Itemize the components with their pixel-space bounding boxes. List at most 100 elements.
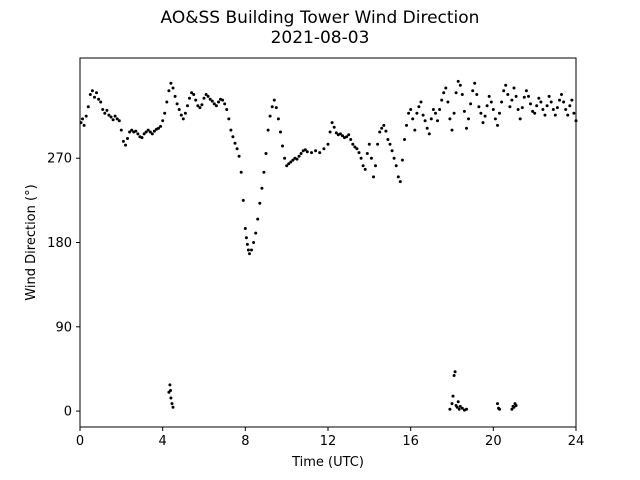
data-point bbox=[347, 133, 351, 137]
data-point bbox=[165, 100, 169, 104]
data-point bbox=[365, 152, 369, 155]
data-point bbox=[237, 154, 241, 158]
data-point bbox=[496, 402, 499, 406]
data-point bbox=[250, 248, 253, 252]
data-point bbox=[405, 123, 408, 127]
data-point bbox=[186, 104, 189, 108]
y-tick-label: 270 bbox=[47, 152, 72, 167]
data-point bbox=[330, 121, 334, 125]
data-point bbox=[299, 152, 303, 155]
data-point bbox=[396, 175, 400, 179]
x-tick-label: 12 bbox=[320, 434, 337, 449]
data-point bbox=[562, 100, 566, 104]
data-point bbox=[281, 144, 284, 148]
data-point bbox=[376, 142, 380, 146]
data-point bbox=[314, 149, 318, 153]
data-point bbox=[458, 83, 462, 87]
data-point bbox=[188, 96, 191, 100]
data-point bbox=[111, 118, 115, 122]
data-point bbox=[305, 150, 309, 154]
data-point bbox=[88, 93, 92, 96]
data-point bbox=[194, 98, 198, 102]
data-point bbox=[322, 147, 326, 151]
data-point bbox=[95, 91, 98, 95]
data-point bbox=[101, 108, 105, 111]
data-point bbox=[411, 117, 415, 121]
data-point bbox=[90, 89, 94, 93]
data-point bbox=[285, 164, 289, 168]
data-point bbox=[522, 95, 526, 99]
data-point bbox=[170, 402, 174, 406]
data-point bbox=[105, 108, 109, 112]
data-point bbox=[334, 131, 338, 135]
data-point bbox=[417, 105, 421, 109]
data-point bbox=[444, 86, 448, 90]
data-point bbox=[570, 98, 574, 102]
data-point bbox=[128, 130, 132, 134]
data-point bbox=[508, 105, 512, 109]
data-point bbox=[254, 231, 258, 235]
data-point bbox=[407, 111, 411, 115]
data-point bbox=[146, 128, 150, 132]
data-point bbox=[192, 93, 196, 96]
data-point bbox=[276, 117, 280, 121]
data-point bbox=[398, 180, 402, 184]
data-point bbox=[134, 129, 138, 133]
data-point bbox=[400, 158, 404, 162]
data-point bbox=[502, 89, 506, 93]
data-point bbox=[171, 86, 175, 90]
data-point bbox=[514, 94, 518, 98]
data-point bbox=[493, 117, 497, 121]
data-point bbox=[423, 119, 427, 123]
data-point bbox=[351, 142, 355, 146]
data-point bbox=[124, 143, 127, 147]
data-point bbox=[471, 89, 475, 93]
data-point bbox=[460, 406, 464, 410]
data-point bbox=[256, 217, 260, 221]
data-point bbox=[520, 106, 524, 110]
data-point bbox=[547, 94, 551, 98]
data-point bbox=[527, 94, 530, 98]
data-point bbox=[208, 97, 212, 101]
data-point bbox=[235, 147, 239, 151]
ticks-layer: 0 4 8 12 16 20 24 0 90 180 270 bbox=[47, 152, 584, 449]
data-point bbox=[297, 154, 301, 158]
data-point bbox=[310, 151, 313, 155]
data-point bbox=[214, 104, 218, 108]
data-point bbox=[549, 100, 553, 104]
data-point bbox=[479, 111, 483, 115]
x-tick-label: 4 bbox=[159, 434, 167, 449]
data-point bbox=[212, 102, 216, 106]
data-point bbox=[229, 128, 233, 132]
data-point bbox=[539, 100, 543, 104]
data-point bbox=[202, 96, 206, 100]
data-point bbox=[450, 402, 454, 406]
data-point bbox=[169, 389, 172, 392]
data-point bbox=[415, 111, 419, 115]
data-point bbox=[374, 164, 377, 168]
data-point bbox=[97, 97, 101, 101]
data-point bbox=[227, 117, 231, 121]
data-point bbox=[551, 108, 555, 111]
data-point bbox=[409, 108, 413, 111]
data-point bbox=[455, 405, 459, 409]
data-point bbox=[392, 156, 396, 160]
data-point bbox=[169, 81, 173, 85]
data-point bbox=[477, 105, 481, 109]
data-point bbox=[140, 136, 144, 140]
data-point bbox=[268, 114, 272, 118]
data-point bbox=[332, 125, 336, 129]
data-point bbox=[117, 119, 121, 123]
data-point bbox=[168, 383, 172, 387]
data-point bbox=[467, 117, 470, 121]
data-point bbox=[558, 98, 561, 102]
data-point bbox=[510, 98, 514, 102]
data-point bbox=[378, 130, 382, 134]
data-point bbox=[258, 201, 262, 205]
data-point bbox=[262, 170, 266, 174]
data-point bbox=[260, 186, 264, 190]
data-point bbox=[448, 117, 452, 121]
data-point bbox=[475, 93, 479, 96]
data-point bbox=[107, 113, 111, 117]
